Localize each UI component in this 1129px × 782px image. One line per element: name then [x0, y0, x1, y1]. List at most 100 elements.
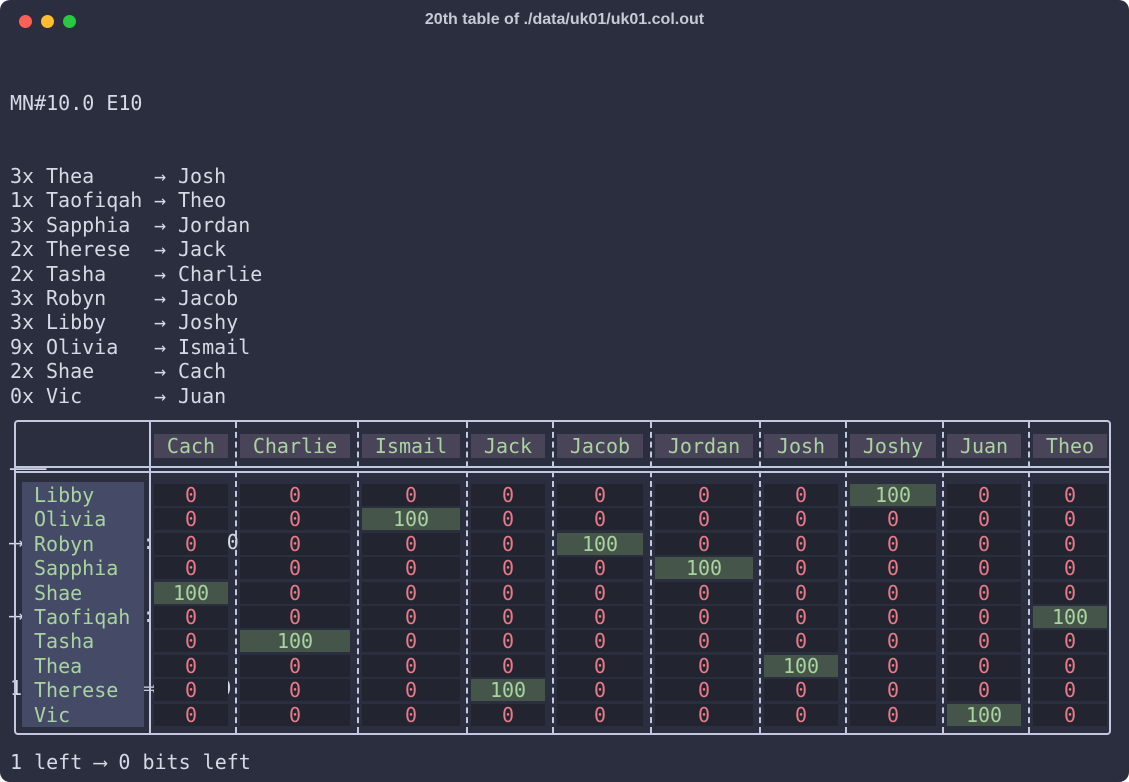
table-cell: 0	[1033, 654, 1107, 677]
table-cell: 0	[557, 484, 643, 506]
table-cell: 0	[557, 557, 643, 580]
table-cell: 0	[362, 654, 460, 677]
table-cell: 0	[240, 484, 350, 506]
table-cell: 0	[471, 532, 545, 555]
table-cell: 0	[764, 581, 838, 604]
pair-to: Jack	[178, 237, 227, 262]
table-cell: 0	[850, 703, 936, 726]
table-cell: 0	[655, 484, 753, 506]
window-title: 20th table of ./data/uk01/uk01.col.out	[424, 11, 705, 28]
table-cell: 0	[362, 581, 460, 604]
row-name: Robyn	[34, 531, 95, 556]
pair-from: Robyn	[46, 285, 107, 310]
pair-to: Theo	[178, 188, 227, 213]
table-cell: 0	[240, 654, 350, 677]
maximize-button[interactable]	[63, 15, 76, 28]
table-cell: 0	[1033, 630, 1107, 653]
table-cell: 0	[764, 630, 838, 653]
table-cell: 0	[557, 508, 643, 531]
table-cell: 0	[1033, 484, 1107, 506]
pair-arrow: →	[154, 310, 167, 335]
table-cell: 0	[154, 703, 228, 726]
table-cell: 0	[471, 654, 545, 677]
row-name: Vic	[34, 702, 71, 727]
minimize-button[interactable]	[41, 15, 54, 28]
table-cell: 0	[557, 679, 643, 702]
pair-count: 3x	[10, 285, 35, 310]
pair-from: Vic	[46, 383, 83, 408]
table-cell: 0	[362, 703, 460, 726]
table-cell: 0	[557, 581, 643, 604]
pair-from: Thea	[46, 164, 95, 189]
pair-from: Tasha	[46, 261, 107, 286]
table-cell: 0	[154, 508, 228, 531]
column-separator	[357, 422, 359, 733]
pair-count: 2x	[10, 261, 35, 286]
pair-line: 2x Therese → Jack	[10, 237, 292, 261]
pair-arrow: →	[154, 261, 167, 286]
table-cell: 0	[471, 557, 545, 580]
table-cell: 0	[764, 606, 838, 628]
table-cell: 0	[850, 508, 936, 531]
table-cell: 0	[471, 703, 545, 726]
table-cell: 0	[1033, 557, 1107, 580]
table-cell: 0	[655, 606, 753, 628]
row-name: Tasha	[34, 629, 95, 654]
table-cell: 100	[240, 630, 350, 653]
table-cell: 0	[947, 581, 1021, 604]
column-separator	[149, 422, 151, 733]
table-cell: 0	[655, 654, 753, 677]
column-header: Cach	[154, 434, 228, 458]
pair-arrow: →	[154, 164, 167, 189]
table-cell: 0	[362, 557, 460, 580]
pair-count: 9x	[10, 334, 35, 359]
column-separator	[1028, 422, 1030, 733]
footer-line: 1 left ⟶ 0 bits left	[10, 750, 251, 774]
table-cell: 100	[947, 703, 1021, 726]
close-button[interactable]	[19, 15, 32, 28]
pair-line: 3x Sapphia → Jordan	[10, 213, 292, 237]
column-separator	[942, 422, 944, 733]
column-header: Ismail	[362, 434, 460, 458]
pair-from: Libby	[46, 310, 107, 335]
pair-from: Sapphia	[46, 212, 131, 237]
table-cell: 0	[471, 581, 545, 604]
pair-count: 3x	[10, 212, 35, 237]
pair-from: Therese	[46, 237, 131, 262]
table-cell: 100	[850, 484, 936, 506]
table-cell: 0	[947, 484, 1021, 506]
table-cell: 0	[764, 532, 838, 555]
table-cell: 0	[240, 703, 350, 726]
table-cell: 0	[655, 581, 753, 604]
row-name: Libby	[34, 483, 95, 507]
pair-arrow: →	[154, 359, 167, 384]
table-cell: 100	[764, 654, 838, 677]
pair-to: Josh	[178, 164, 227, 189]
pair-from: Shae	[46, 359, 95, 384]
table-cell: 0	[850, 654, 936, 677]
column-separator	[466, 422, 468, 733]
table-cell: 0	[947, 654, 1021, 677]
table-cell: 100	[655, 557, 753, 580]
pair-line: 3x Thea → Josh	[10, 164, 292, 188]
column-header: Jacob	[557, 434, 643, 458]
pair-to: Charlie	[178, 261, 263, 286]
table-cell: 0	[154, 654, 228, 677]
pair-count: 0x	[10, 383, 35, 408]
table-cell: 0	[764, 508, 838, 531]
column-separator	[552, 422, 554, 733]
table-cell: 0	[655, 532, 753, 555]
pair-list: 3x Thea → Josh 1x Taofiqah → Theo 3x Sapphia → Jord…	[10, 164, 292, 408]
row-name: Therese	[34, 678, 119, 703]
pair-to: Joshy	[178, 310, 239, 335]
table-cell: 0	[471, 606, 545, 628]
table-cell: 0	[154, 532, 228, 555]
table-cell: 0	[947, 679, 1021, 702]
row-names-column	[22, 482, 144, 727]
pair-line: 2x Tasha → Charlie	[10, 262, 292, 286]
table-cell: 0	[764, 679, 838, 702]
table-cell: 0	[362, 606, 460, 628]
header-line: MN#10.0 E10	[10, 90, 143, 115]
pair-arrow: →	[154, 212, 167, 237]
